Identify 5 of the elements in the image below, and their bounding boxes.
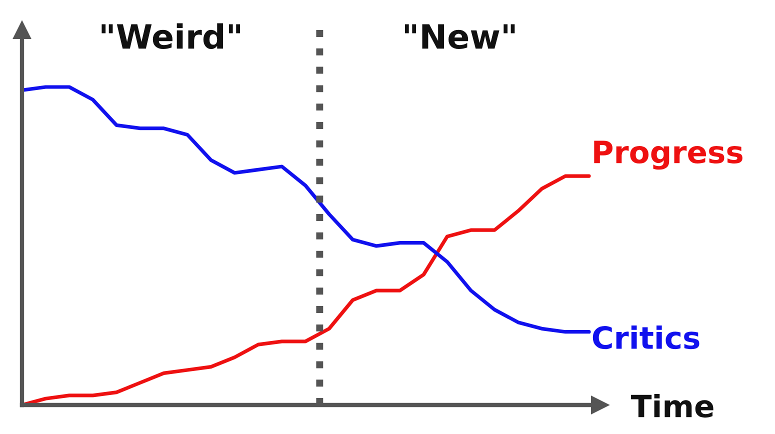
x-axis-title: Time <box>631 394 714 418</box>
text: "New" <box>404 24 515 50</box>
series-label: Critics <box>592 326 700 350</box>
text: "Weird" <box>102 23 240 50</box>
series-label: Progress <box>594 140 742 170</box>
